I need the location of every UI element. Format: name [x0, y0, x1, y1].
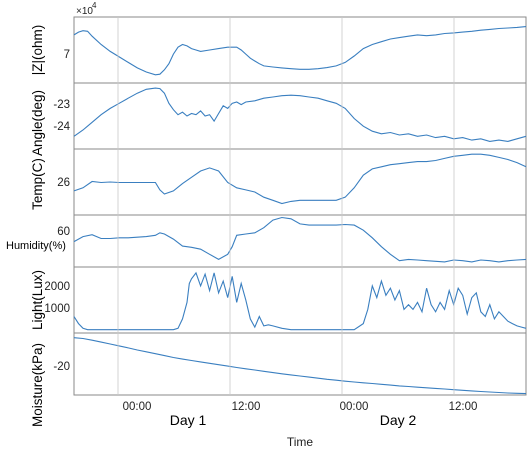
- y-tick-label: -24: [53, 121, 70, 133]
- day-label: Day 1: [170, 412, 207, 428]
- series-line-temperature: [73, 153, 527, 205]
- x-axis-title: Time: [287, 435, 314, 449]
- y-axis-label-temperature: Temp(C): [30, 158, 45, 210]
- y-axis-label-humidity: Humidity(%): [6, 240, 66, 252]
- series-line-light: [73, 271, 527, 331]
- series-line-impedance: [73, 26, 527, 76]
- y-exponent-label: ×10: [76, 6, 93, 17]
- y-tick-label: 26: [57, 177, 70, 189]
- x-tick-label: 00:00: [340, 401, 369, 413]
- panel-light: Light(Lux) 2000 1000: [30, 266, 527, 334]
- y-exponent-power: 4: [92, 1, 97, 10]
- y-axis-label-angle: Angle(deg): [30, 90, 45, 156]
- panel-temperature: Temp(C) 26: [30, 148, 527, 216]
- day-label: Day 2: [380, 412, 417, 428]
- series-line-angle: [73, 87, 527, 142]
- panel-moisture: Moisture(kPa) -20: [30, 332, 527, 427]
- panel-frame: [73, 16, 527, 84]
- panel-frame: [73, 266, 527, 334]
- x-tick-label: 12:00: [449, 401, 478, 413]
- y-axis-label-light: Light(Lux): [30, 270, 45, 330]
- ticks-light: 2000 1000: [44, 281, 70, 315]
- panel-impedance: |Z|(ohm) ×10 4 7: [30, 1, 527, 84]
- x-tick-label: 12:00: [232, 401, 261, 413]
- y-tick-label: -23: [53, 99, 70, 111]
- panel-humidity: Humidity(%) 60: [6, 214, 527, 268]
- x-axis: 00:00 12:00 00:00 12:00 Day 1 Day 2 Time: [117, 17, 478, 449]
- y-tick-label: 2000: [44, 281, 70, 293]
- y-axis-label-moisture: Moisture(kPa): [30, 343, 45, 427]
- panel-frame: [73, 82, 527, 150]
- series-line-humidity: [73, 216, 527, 263]
- panel-angle: Angle(deg) -23 -24: [30, 82, 527, 156]
- panel-frame: [73, 214, 527, 268]
- series-line-moisture: [73, 337, 527, 395]
- ticks-humidity: 60: [57, 226, 70, 238]
- ticks-angle: -23 -24: [53, 99, 70, 133]
- x-tick-label: 00:00: [123, 401, 152, 413]
- y-tick-label: -20: [53, 361, 70, 373]
- y-tick-label: 1000: [44, 303, 70, 315]
- y-tick-label: 7: [64, 49, 70, 61]
- y-tick-label: 60: [57, 226, 70, 238]
- y-axis-label-impedance: |Z|(ohm): [30, 25, 45, 76]
- ticks-moisture: -20: [53, 361, 70, 373]
- ticks-temperature: 26: [57, 177, 70, 189]
- ticks-impedance: 7: [64, 49, 70, 61]
- panel-frame: [73, 332, 527, 396]
